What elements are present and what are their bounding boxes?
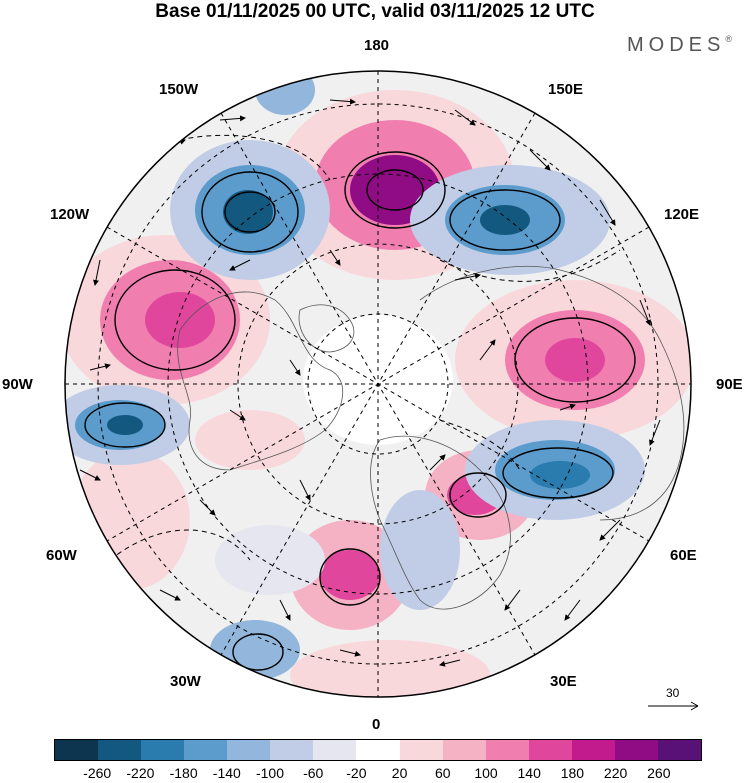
negative-anomalies bbox=[65, 71, 645, 680]
lon-label-60e: 60E bbox=[670, 547, 697, 564]
colorbar-tick-label: -20 bbox=[346, 765, 367, 781]
colorbar-swatch bbox=[614, 740, 658, 760]
colorbar-swatch bbox=[399, 740, 443, 760]
colorbar-swatch bbox=[55, 740, 99, 760]
colorbar-swatch bbox=[270, 740, 314, 760]
lon-label-0: 0 bbox=[372, 716, 381, 733]
lon-label-180: 180 bbox=[364, 37, 390, 54]
brand-logo: MODES® bbox=[627, 34, 732, 57]
lon-label-30e: 30E bbox=[550, 673, 577, 690]
colorbar-swatch bbox=[98, 740, 142, 760]
wind-vectors bbox=[79, 98, 661, 667]
reference-arrow-icon bbox=[648, 701, 699, 711]
brand-name: MODES bbox=[627, 34, 726, 56]
colorbar-tick-label: 220 bbox=[603, 765, 628, 781]
lon-label-30w: 30W bbox=[170, 673, 201, 690]
lon-label-60w: 60W bbox=[46, 547, 77, 564]
registered-mark: ® bbox=[725, 34, 732, 44]
colorbar-swatch bbox=[485, 740, 529, 760]
colorbar-tick-label: -140 bbox=[212, 765, 241, 781]
reference-vector-label: 30 bbox=[666, 686, 680, 700]
map-title: Base 01/11/2025 00 UTC, valid 03/11/2025… bbox=[155, 1, 595, 22]
colorbar-swatch bbox=[528, 740, 572, 760]
colorbar-tick-label: -60 bbox=[303, 765, 324, 781]
colorbar-tick-label: 100 bbox=[474, 765, 498, 781]
lon-label-90e: 90E bbox=[716, 376, 743, 393]
colorbar-swatch bbox=[227, 740, 271, 760]
colorbar-swatch bbox=[442, 740, 486, 760]
colorbar-swatch bbox=[313, 740, 357, 760]
colorbar-swatch bbox=[657, 740, 701, 760]
colorbar-tick-label: -260 bbox=[83, 765, 112, 781]
colorbar-tick-label: -220 bbox=[126, 765, 155, 781]
contour-lines bbox=[84, 151, 636, 671]
anomaly-field bbox=[65, 71, 691, 697]
colorbar-tick-label: 180 bbox=[560, 765, 585, 781]
lon-label-150e: 150E bbox=[548, 81, 584, 98]
lon-label-90w: 90W bbox=[2, 376, 33, 393]
colorbar-swatch bbox=[571, 740, 615, 760]
colorbar bbox=[54, 739, 702, 761]
coastlines bbox=[177, 265, 685, 610]
colorbar-swatch bbox=[141, 740, 185, 760]
colorbar-tick-label: -180 bbox=[169, 765, 198, 781]
lon-label-120e: 120E bbox=[664, 206, 700, 223]
dashed-contours bbox=[109, 134, 621, 561]
colorbar-tick-label: 60 bbox=[435, 765, 451, 781]
reference-vector: 30 bbox=[646, 686, 706, 716]
colorbar-swatch bbox=[184, 740, 228, 760]
lon-label-150w: 150W bbox=[159, 81, 199, 98]
colorbar-tick-label: 20 bbox=[391, 765, 408, 781]
lon-label-120w: 120W bbox=[50, 206, 90, 223]
colorbar-tick-label: 260 bbox=[647, 765, 671, 781]
colorbar-swatch bbox=[356, 740, 400, 760]
map-boundary bbox=[64, 70, 692, 698]
colorbar-ticks: -260 -220 -180 -140 -100 -60 -20 20 60 100 140 180 2… bbox=[54, 765, 702, 783]
colorbar-tick-label: -100 bbox=[255, 765, 285, 781]
colorbar-tick-label: 140 bbox=[517, 765, 541, 781]
graticule bbox=[65, 71, 691, 697]
pole-neutral-zone bbox=[303, 315, 453, 445]
